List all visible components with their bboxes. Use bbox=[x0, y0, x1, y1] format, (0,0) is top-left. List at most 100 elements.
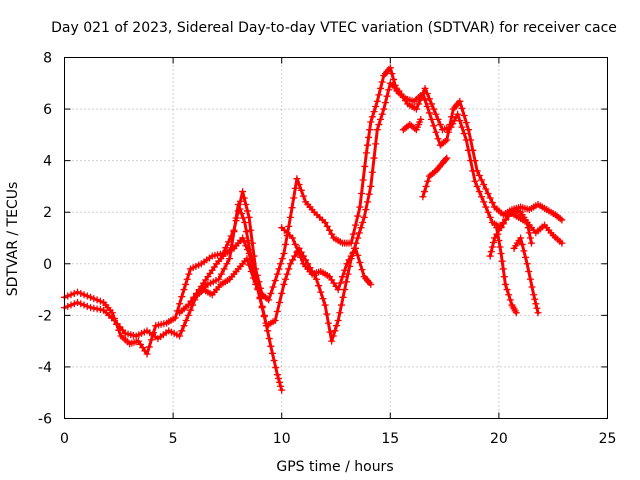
point-marker bbox=[285, 222, 293, 230]
point-marker bbox=[293, 175, 301, 183]
point-marker bbox=[343, 260, 351, 268]
point-marker bbox=[473, 182, 481, 190]
point-marker bbox=[93, 296, 101, 304]
point-marker bbox=[280, 280, 288, 288]
point-marker bbox=[286, 213, 294, 221]
point-marker bbox=[520, 247, 528, 255]
point-marker bbox=[388, 70, 396, 78]
point-marker bbox=[352, 244, 360, 252]
point-marker bbox=[458, 104, 466, 112]
point-marker bbox=[226, 255, 234, 263]
point-marker bbox=[354, 251, 362, 259]
point-marker bbox=[223, 260, 231, 268]
point-marker bbox=[280, 249, 288, 257]
point-marker bbox=[367, 280, 375, 288]
point-marker bbox=[291, 240, 299, 248]
point-marker bbox=[534, 309, 542, 317]
point-marker bbox=[291, 252, 299, 260]
point-marker bbox=[278, 289, 286, 297]
point-marker bbox=[415, 100, 423, 108]
point-marker bbox=[263, 295, 271, 303]
point-marker bbox=[273, 371, 281, 379]
point-marker bbox=[87, 293, 95, 301]
point-marker bbox=[282, 240, 290, 248]
point-marker bbox=[417, 115, 425, 123]
point-marker bbox=[363, 198, 371, 206]
point-marker bbox=[319, 295, 327, 303]
point-marker bbox=[434, 115, 442, 123]
point-marker bbox=[421, 84, 429, 92]
point-marker bbox=[417, 95, 425, 103]
point-marker bbox=[449, 120, 457, 128]
point-marker bbox=[176, 332, 184, 340]
series-track-7 bbox=[419, 154, 451, 201]
point-marker bbox=[239, 214, 247, 222]
point-marker bbox=[456, 97, 464, 105]
point-marker bbox=[486, 194, 494, 202]
point-marker bbox=[366, 126, 374, 134]
chart-title: Day 021 of 2023, Sidereal Day-to-day VTE… bbox=[51, 20, 617, 36]
point-marker bbox=[67, 291, 75, 299]
point-marker bbox=[460, 112, 468, 120]
point-marker bbox=[334, 317, 342, 325]
point-marker bbox=[182, 317, 190, 325]
point-marker bbox=[290, 194, 298, 202]
point-marker bbox=[321, 219, 329, 227]
point-marker bbox=[370, 154, 378, 162]
point-marker bbox=[423, 90, 431, 98]
x-tick-label: 5 bbox=[169, 431, 178, 447]
point-marker bbox=[361, 162, 369, 170]
x-tick-label: 15 bbox=[381, 431, 399, 447]
point-marker bbox=[484, 190, 492, 198]
point-marker bbox=[74, 298, 82, 306]
point-marker bbox=[77, 300, 85, 308]
point-marker bbox=[356, 203, 364, 211]
point-marker bbox=[276, 298, 284, 306]
point-marker bbox=[354, 234, 362, 242]
point-marker bbox=[96, 297, 104, 305]
point-marker bbox=[359, 219, 367, 227]
point-marker bbox=[344, 270, 352, 278]
point-marker bbox=[488, 243, 496, 251]
y-tick-label: 4 bbox=[43, 154, 52, 170]
point-marker bbox=[145, 343, 153, 351]
point-marker bbox=[365, 190, 373, 198]
point-marker bbox=[358, 266, 366, 274]
point-marker bbox=[443, 136, 451, 144]
point-marker bbox=[386, 64, 394, 72]
series-track-10 bbox=[510, 234, 542, 317]
point-marker bbox=[430, 168, 438, 176]
point-marker bbox=[447, 123, 455, 131]
point-marker bbox=[352, 221, 360, 229]
point-marker bbox=[493, 230, 501, 238]
point-marker bbox=[495, 226, 503, 234]
point-marker bbox=[460, 130, 468, 138]
point-marker bbox=[272, 364, 280, 372]
y-tick-label: 8 bbox=[43, 51, 52, 67]
point-marker bbox=[362, 149, 370, 157]
point-marker bbox=[505, 291, 513, 299]
point-marker bbox=[359, 176, 367, 184]
point-marker bbox=[360, 213, 368, 221]
point-marker bbox=[523, 260, 531, 268]
point-marker bbox=[497, 222, 505, 230]
point-marker bbox=[532, 300, 540, 308]
point-marker bbox=[176, 300, 184, 308]
point-marker bbox=[90, 295, 98, 303]
point-marker bbox=[341, 266, 349, 274]
point-marker bbox=[297, 186, 305, 194]
point-marker bbox=[491, 234, 499, 242]
point-marker bbox=[273, 307, 281, 315]
x-tick-label: 25 bbox=[599, 431, 617, 447]
point-marker bbox=[475, 188, 483, 196]
point-marker bbox=[495, 237, 503, 245]
point-marker bbox=[345, 256, 353, 264]
point-marker bbox=[475, 171, 483, 179]
point-marker bbox=[252, 280, 260, 288]
point-marker bbox=[522, 253, 530, 261]
series-layer bbox=[61, 64, 566, 394]
point-marker bbox=[289, 256, 297, 264]
point-marker bbox=[462, 136, 470, 144]
point-marker bbox=[499, 265, 507, 273]
